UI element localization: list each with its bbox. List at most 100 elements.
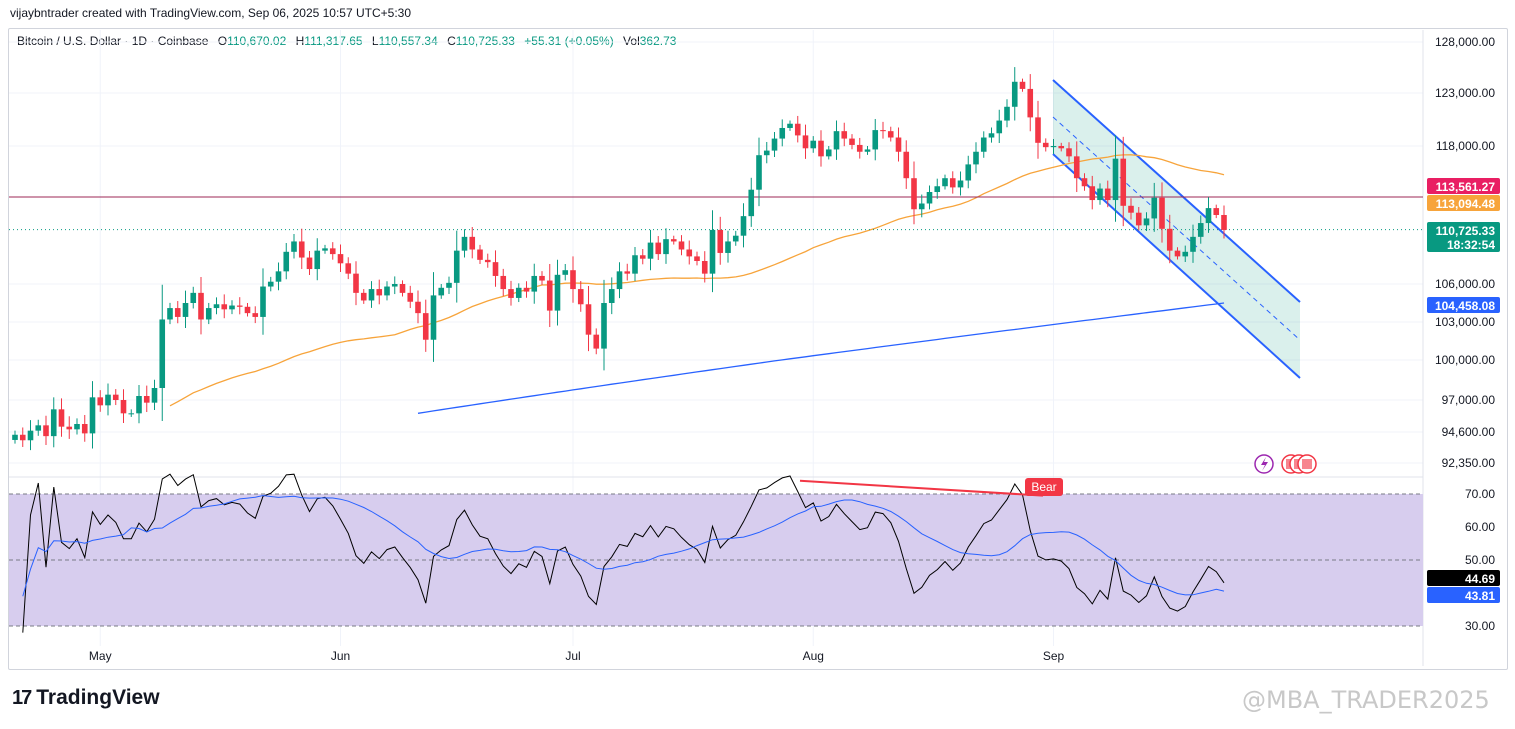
candle-body [539, 275, 545, 281]
ma50-tag-text: 113,094.48 [1436, 197, 1496, 211]
candle-body [283, 251, 290, 272]
rsi-axis-label: 60.00 [1465, 520, 1495, 534]
candle-body [430, 295, 437, 340]
candle-body [771, 138, 778, 151]
candle [58, 398, 65, 437]
symbol-legend[interactable]: Bitcoin / U.S. Dollar · 1D · Coinbase O1… [17, 34, 682, 48]
ma200-tag: 104,458.08 [1427, 297, 1500, 313]
rsi-ma-line [22, 494, 1225, 597]
candle [608, 277, 615, 315]
time-axis-label: Jul [565, 649, 580, 663]
candle [539, 271, 545, 285]
time-axis-label: May [89, 649, 112, 663]
candle [593, 328, 600, 355]
candle [500, 268, 507, 297]
rsi-ma-tag-box [1427, 587, 1500, 603]
candle-body [89, 397, 96, 434]
candle-body [1221, 215, 1227, 230]
candle-body [74, 424, 80, 430]
candle [818, 130, 824, 167]
candle-body [500, 275, 507, 290]
candle-body [1213, 208, 1220, 215]
candle-body [585, 304, 592, 335]
candle [1011, 67, 1018, 121]
bear-divergence-line [799, 479, 1044, 497]
price-axis: 128,000.00 123,000.00 118,000.00 106,000.00… [1435, 35, 1495, 633]
open-value: 110,670.02 [227, 34, 287, 48]
candle-body [779, 127, 786, 139]
candle-body [833, 131, 840, 150]
candle [740, 203, 747, 248]
candle-body [322, 248, 328, 251]
chart-credit: vijaybntrader created with TradingView.c… [10, 6, 412, 20]
candle [678, 235, 685, 256]
candle [1221, 205, 1227, 239]
candle-body [887, 131, 894, 138]
candle-body [663, 239, 669, 255]
candle-body [337, 254, 344, 264]
candle [624, 263, 631, 281]
candle-body [849, 138, 855, 145]
ma50-line [169, 154, 1225, 407]
price-axis-label: 118,000.00 [1436, 139, 1495, 153]
candle-body [523, 287, 530, 292]
candle-body [306, 257, 313, 270]
candle [911, 161, 917, 225]
price-axis-label: 92,350.00 [1442, 456, 1496, 470]
candle-body [329, 248, 336, 255]
candle [1182, 245, 1189, 262]
symbol-title[interactable]: Bitcoin / U.S. Dollar · 1D · Coinbase [17, 34, 209, 48]
candle [585, 286, 592, 352]
candle-body [740, 216, 747, 236]
candle-body [477, 249, 483, 260]
candle [856, 137, 863, 159]
chart-frame [8, 28, 1508, 670]
last-price-tag-text: 110,725.33 [1436, 224, 1496, 238]
rsi-lines: Bear [22, 473, 1225, 633]
moving-averages [9, 154, 1423, 414]
resistance-tag: 113,561.27 [1427, 178, 1500, 194]
time-axis-label: Jun [331, 649, 350, 663]
candle-body [1058, 146, 1065, 149]
candle-body [1166, 228, 1173, 251]
candle-body [43, 425, 49, 437]
candle [66, 416, 73, 439]
candle-body [1143, 218, 1150, 226]
high-label: H [295, 34, 305, 48]
candle-body [314, 250, 321, 270]
candle [19, 427, 26, 447]
candle-body [732, 235, 739, 242]
candle [887, 126, 894, 142]
candle-body [1120, 158, 1127, 206]
candle [337, 244, 344, 272]
candle [709, 210, 716, 293]
candle-body [66, 426, 73, 430]
price-axis-label: 128,000.00 [1435, 35, 1495, 49]
candle [81, 415, 88, 442]
candle-body [105, 394, 111, 406]
candle-body [291, 241, 297, 252]
channel-upper-line [1052, 79, 1301, 303]
candle [298, 228, 305, 270]
candle-body [880, 130, 886, 132]
candle [407, 285, 414, 309]
high-value: 111,317.65 [304, 34, 363, 48]
candle [453, 230, 460, 303]
candle-body [174, 308, 181, 317]
candle-body [469, 236, 476, 250]
candle [1066, 142, 1072, 163]
candle [725, 230, 731, 263]
ma200-tag-box [1427, 297, 1500, 313]
candle-body [903, 151, 910, 179]
candle-body [825, 149, 832, 157]
candle [694, 251, 700, 266]
candle-body [267, 281, 274, 287]
candle-body [802, 135, 809, 149]
candle [314, 238, 321, 281]
ma50-tag: 113,094.48 [1427, 195, 1500, 211]
candle [484, 253, 491, 268]
candle [632, 246, 638, 282]
candle [515, 283, 522, 303]
rsi-value-tag: 44.69 [1427, 570, 1500, 586]
